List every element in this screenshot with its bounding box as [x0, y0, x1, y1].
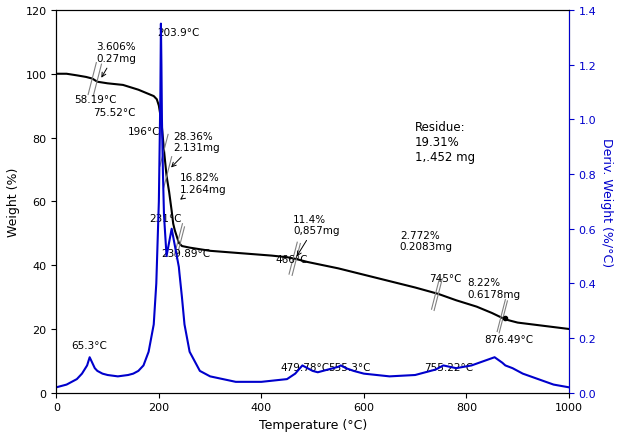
Text: 231°C: 231°C: [149, 213, 182, 223]
Text: 755.22°C: 755.22°C: [424, 363, 473, 373]
Text: 11.4%
0,857mg: 11.4% 0,857mg: [293, 214, 340, 256]
Text: 239.89°C: 239.89°C: [161, 248, 211, 258]
Text: 479.78°C: 479.78°C: [280, 363, 329, 373]
Text: 65.3°C: 65.3°C: [72, 340, 108, 350]
Text: 3.606%
0.27mg: 3.606% 0.27mg: [96, 42, 136, 78]
Y-axis label: Weight (%): Weight (%): [7, 167, 20, 237]
Text: 876.49°C: 876.49°C: [484, 334, 533, 344]
Text: 2.772%
0.2083mg: 2.772% 0.2083mg: [400, 230, 453, 252]
X-axis label: Temperature (°C): Temperature (°C): [259, 418, 367, 431]
Text: Residue:
19.31%
1,.452 mg: Residue: 19.31% 1,.452 mg: [415, 120, 476, 163]
Text: 58.19°C: 58.19°C: [74, 95, 117, 105]
Text: 745°C: 745°C: [430, 273, 462, 283]
Text: 75.52°C: 75.52°C: [93, 108, 136, 118]
Text: 203.9°C: 203.9°C: [157, 28, 199, 39]
Text: 196°C: 196°C: [128, 127, 161, 137]
Y-axis label: Deriv. Weight (%/°C): Deriv. Weight (%/°C): [600, 138, 613, 266]
Text: 555.3°C: 555.3°C: [328, 363, 371, 373]
Text: 16.82%
1.264mg: 16.82% 1.264mg: [179, 173, 226, 200]
Text: 8.22%
0.6178mg: 8.22% 0.6178mg: [467, 278, 521, 300]
Text: 466°C: 466°C: [275, 254, 308, 265]
Text: 28.36%
2.131mg: 28.36% 2.131mg: [172, 131, 220, 167]
